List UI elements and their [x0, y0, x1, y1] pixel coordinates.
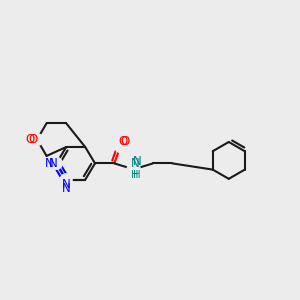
- Circle shape: [50, 158, 62, 169]
- Text: N: N: [131, 158, 140, 170]
- Text: O: O: [28, 133, 37, 146]
- Circle shape: [127, 163, 140, 176]
- Text: O: O: [118, 135, 127, 148]
- Text: O: O: [25, 133, 34, 146]
- Text: O: O: [120, 135, 129, 148]
- Text: N: N: [48, 157, 57, 170]
- Circle shape: [31, 134, 43, 146]
- Text: N: N: [133, 155, 142, 168]
- Text: H: H: [134, 170, 141, 180]
- Text: H: H: [131, 170, 139, 180]
- Text: N: N: [62, 178, 70, 191]
- Text: N: N: [45, 157, 53, 170]
- Circle shape: [115, 142, 126, 152]
- Circle shape: [60, 174, 72, 186]
- Text: N: N: [62, 182, 70, 194]
